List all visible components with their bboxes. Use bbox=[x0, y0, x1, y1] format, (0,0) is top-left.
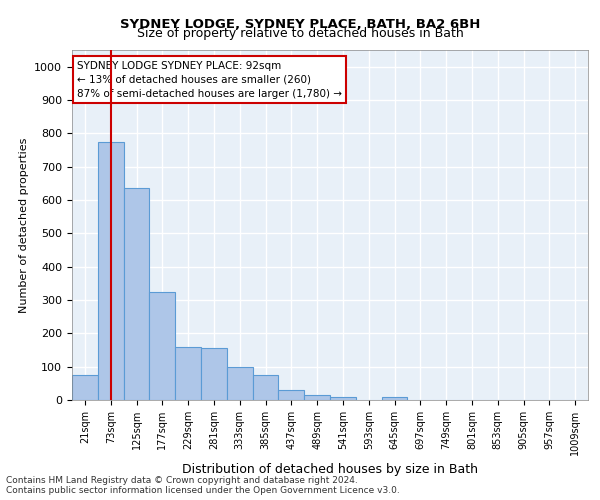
Bar bbox=[124, 188, 149, 400]
Bar bbox=[98, 142, 124, 400]
Bar bbox=[149, 292, 175, 400]
Bar bbox=[72, 375, 98, 400]
X-axis label: Distribution of detached houses by size in Bath: Distribution of detached houses by size … bbox=[182, 464, 478, 476]
Text: SYDNEY LODGE, SYDNEY PLACE, BATH, BA2 6BH: SYDNEY LODGE, SYDNEY PLACE, BATH, BA2 6B… bbox=[120, 18, 480, 30]
Bar bbox=[304, 395, 330, 400]
Bar bbox=[175, 346, 201, 400]
Text: SYDNEY LODGE SYDNEY PLACE: 92sqm
← 13% of detached houses are smaller (260)
87% : SYDNEY LODGE SYDNEY PLACE: 92sqm ← 13% o… bbox=[77, 60, 342, 98]
Bar bbox=[382, 396, 407, 400]
Bar bbox=[330, 396, 356, 400]
Bar bbox=[201, 348, 227, 400]
Y-axis label: Number of detached properties: Number of detached properties bbox=[19, 138, 29, 312]
Bar bbox=[227, 366, 253, 400]
Text: Size of property relative to detached houses in Bath: Size of property relative to detached ho… bbox=[137, 28, 463, 40]
Bar bbox=[278, 390, 304, 400]
Bar bbox=[253, 375, 278, 400]
Text: Contains HM Land Registry data © Crown copyright and database right 2024.
Contai: Contains HM Land Registry data © Crown c… bbox=[6, 476, 400, 495]
